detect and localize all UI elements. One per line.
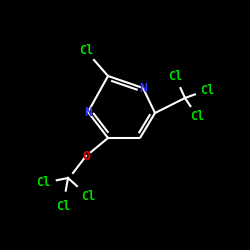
Text: Cl: Cl	[56, 200, 70, 212]
Text: Cl: Cl	[36, 176, 50, 190]
Text: Cl: Cl	[200, 84, 214, 96]
Text: Cl: Cl	[81, 190, 95, 202]
Text: N: N	[84, 106, 92, 118]
Text: O: O	[82, 150, 90, 162]
Text: Cl: Cl	[168, 70, 182, 82]
Text: Cl: Cl	[79, 44, 93, 58]
Text: Cl: Cl	[190, 110, 204, 122]
Text: N: N	[139, 82, 147, 94]
